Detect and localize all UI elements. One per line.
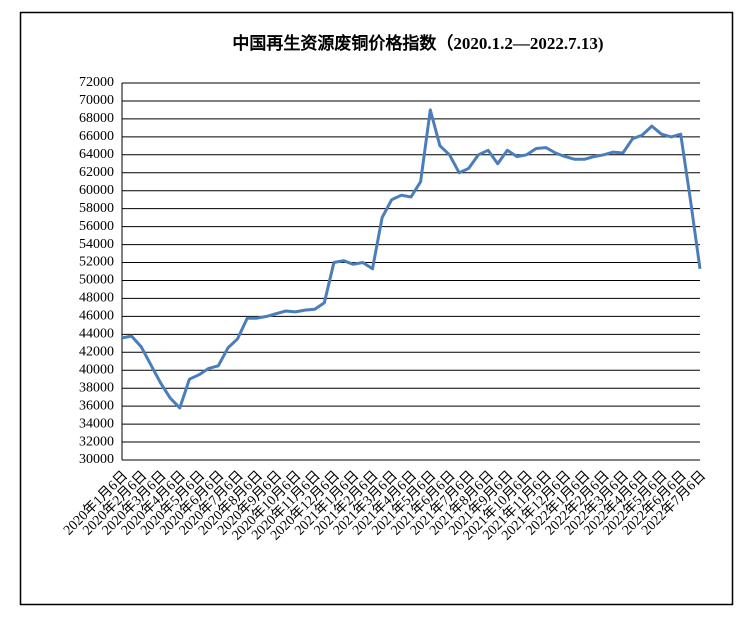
y-tick-label: 48000	[79, 291, 114, 306]
y-tick-label: 52000	[79, 255, 114, 270]
y-tick-label: 40000	[79, 362, 114, 377]
y-tick-label: 64000	[79, 147, 114, 162]
y-tick-label: 50000	[79, 273, 114, 288]
y-tick-label: 58000	[79, 201, 114, 216]
y-tick-label: 46000	[79, 309, 114, 324]
y-tick-label: 38000	[79, 380, 114, 395]
data-line	[121, 108, 702, 410]
y-tick-label: 62000	[79, 165, 114, 180]
y-tick-label: 66000	[79, 129, 114, 144]
y-tick-label: 42000	[79, 345, 114, 360]
chart-border	[19, 11, 734, 606]
chart-title: 中国再生资源废铜价格指数（2020.1.2—2022.7.13)	[232, 33, 603, 53]
y-tick-label: 54000	[79, 237, 114, 252]
y-tick-label: 60000	[79, 183, 114, 198]
y-tick-label: 36000	[79, 398, 114, 413]
y-tick-label: 30000	[79, 452, 114, 467]
y-tick-label: 34000	[79, 416, 114, 431]
y-tick-label: 56000	[79, 219, 114, 234]
y-tick-label: 32000	[79, 434, 114, 449]
y-tick-label: 44000	[79, 327, 114, 342]
y-tick-label: 68000	[79, 111, 114, 126]
y-tick-label: 72000	[79, 75, 114, 90]
y-tick-label: 70000	[79, 93, 114, 108]
